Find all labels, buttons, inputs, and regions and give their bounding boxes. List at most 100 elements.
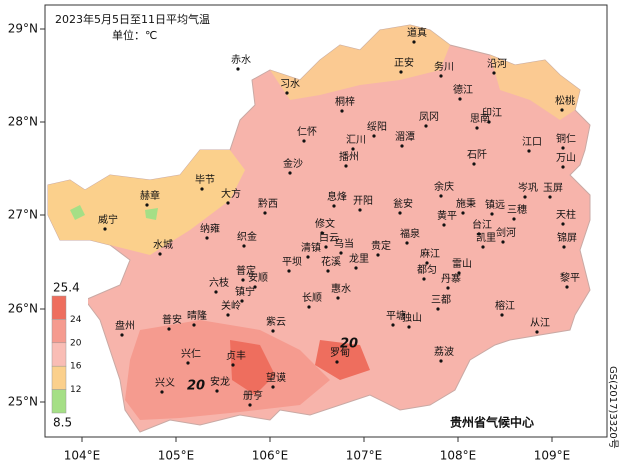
lat-label: 28°N — [8, 115, 38, 129]
city-dot — [400, 144, 404, 148]
city-label: 紫云 — [266, 316, 286, 328]
legend-label: 12 — [70, 385, 81, 395]
city-label: 铜仁 — [556, 133, 576, 145]
city-dot — [372, 134, 376, 138]
map-unit: 单位：℃ — [112, 28, 157, 42]
city-label: 盘州 — [115, 319, 135, 332]
city-dot — [339, 251, 343, 255]
city-label: 沿河 — [487, 58, 507, 70]
city-label: 凤冈 — [419, 111, 439, 123]
cold-spot — [70, 205, 158, 220]
city-label: 余庆 — [434, 180, 454, 193]
legend-label: 25.4 — [53, 281, 80, 295]
city-dot — [405, 241, 409, 245]
city-dot — [425, 261, 429, 265]
city-dot — [500, 313, 504, 317]
city-label: 望谟 — [266, 371, 286, 384]
city-dot — [548, 195, 552, 199]
city-label: 白云 — [319, 231, 339, 244]
city-dot — [240, 299, 244, 303]
city-dot — [512, 217, 516, 221]
city-label: 普定 — [236, 264, 256, 277]
city-dot — [477, 232, 481, 236]
city-dot — [461, 211, 465, 215]
city-dot — [561, 165, 565, 169]
lon-label: 105°E — [158, 449, 195, 463]
city-dot — [326, 269, 330, 273]
city-dot — [236, 67, 240, 71]
city-label: 都匀 — [417, 264, 437, 276]
city-label: 贵定 — [371, 239, 391, 252]
city-dot — [439, 194, 443, 198]
city-label: 大方 — [221, 187, 241, 200]
city-dot — [398, 211, 402, 215]
city-dot — [271, 385, 275, 389]
city-label: 册亨 — [243, 389, 263, 402]
city-label: 福泉 — [400, 227, 420, 240]
city-label: 关岭 — [221, 299, 241, 312]
city-dot — [376, 253, 380, 257]
city-dot — [561, 222, 565, 226]
city-dot — [351, 147, 355, 151]
city-dot — [457, 271, 461, 275]
city-label: 桐梓 — [335, 95, 355, 108]
city-dot — [399, 70, 403, 74]
city-label: 惠水 — [331, 282, 351, 295]
cool-zone — [270, 25, 450, 100]
city-label: 台江 — [472, 218, 492, 231]
map-number: GS(2017)3320号 — [607, 366, 619, 449]
city-label: 水城 — [153, 239, 173, 251]
city-label: 纳雍 — [200, 222, 220, 235]
legend-swatch — [51, 365, 67, 390]
city-label: 松桃 — [555, 94, 575, 107]
city-label: 天柱 — [556, 208, 576, 221]
city-label: 思南 — [470, 112, 490, 125]
city-label: 荔波 — [434, 345, 454, 358]
city-dot — [332, 204, 336, 208]
city-label: 息烽 — [327, 190, 347, 203]
city-label: 剑河 — [496, 226, 516, 239]
city-dot — [475, 126, 479, 130]
city-dot — [306, 255, 310, 259]
city-dot — [215, 389, 219, 393]
city-label: 金沙 — [283, 157, 303, 170]
city-label: 赤水 — [231, 54, 251, 66]
city-label: 务川 — [434, 60, 454, 73]
city-label: 平坝 — [282, 256, 302, 268]
city-dot — [103, 227, 107, 231]
city-dot — [214, 290, 218, 294]
city-label: 六枝 — [209, 276, 229, 289]
contour-label: 20 — [187, 379, 205, 394]
city-dot — [158, 252, 162, 256]
city-label: 黄平 — [437, 209, 457, 222]
city-label: 榕江 — [495, 299, 515, 312]
city-label: 湄潭 — [395, 131, 415, 143]
city-dot — [302, 139, 306, 143]
city-dot — [335, 360, 339, 364]
province — [47, 24, 591, 433]
warm-zone — [125, 320, 330, 420]
city-dot — [336, 296, 340, 300]
city-label: 镇远 — [485, 198, 505, 211]
city-label: 麻江 — [420, 247, 440, 260]
city-dot — [565, 285, 569, 289]
org-label: 贵州省气候中心 — [450, 415, 534, 430]
city-dot — [241, 278, 245, 282]
city-label: 习水 — [280, 78, 300, 90]
city-dot — [472, 162, 476, 166]
city-dot — [439, 74, 443, 78]
hot-zone — [230, 340, 370, 395]
cool-zone — [48, 150, 245, 255]
city-dot — [192, 323, 196, 327]
city-label: 毕节 — [195, 173, 215, 186]
lon-label: 104°E — [64, 449, 101, 463]
city-dot — [205, 236, 209, 240]
city-label: 正安 — [394, 56, 414, 69]
legend-label: 8.5 — [53, 416, 72, 430]
city-dot — [271, 329, 275, 333]
city-dot — [226, 201, 230, 205]
city-label: 镇宁 — [235, 285, 255, 298]
city-label: 普安 — [162, 313, 182, 326]
